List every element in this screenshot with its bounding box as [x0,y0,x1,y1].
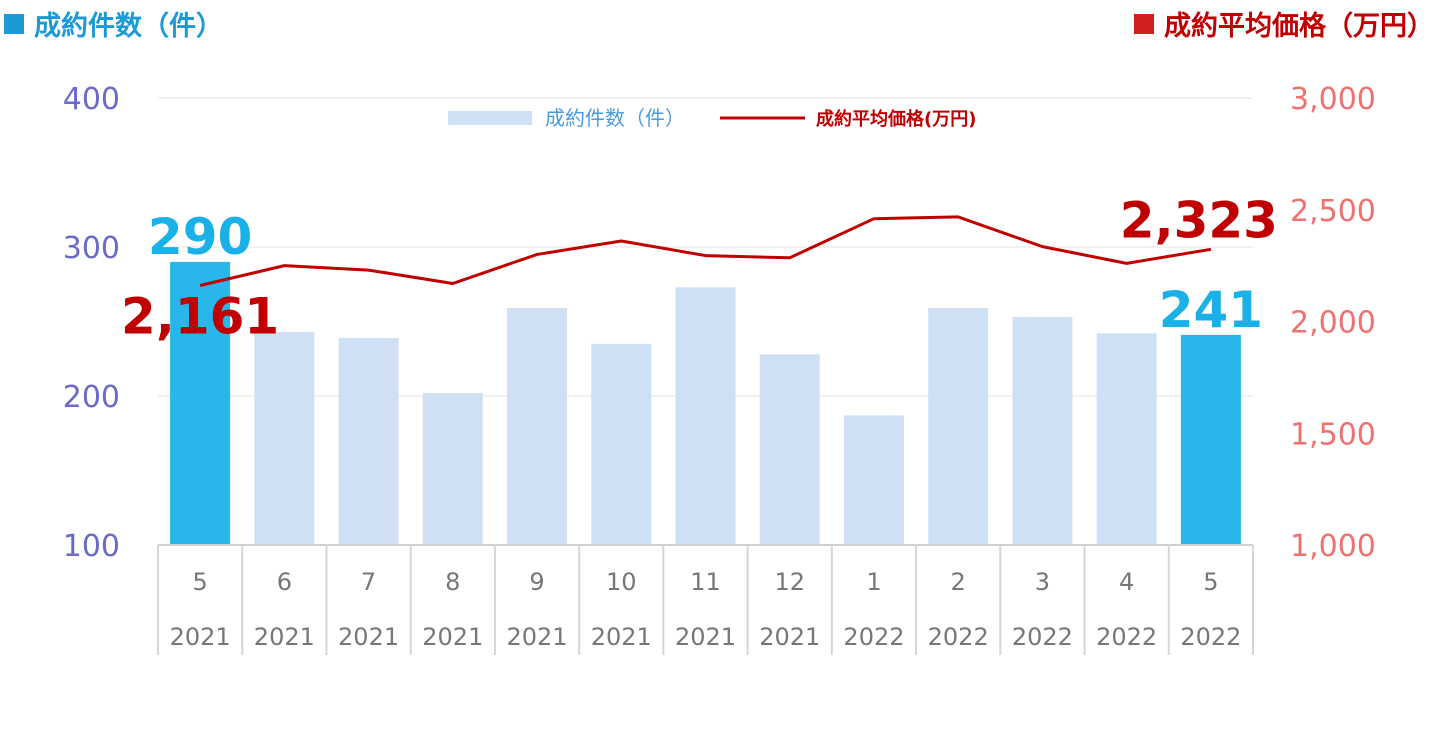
category-year-label: 2022 [843,623,904,651]
legend-bar-swatch [448,111,532,125]
category-year-label: 2021 [759,623,820,651]
bar-7 [759,354,820,545]
data-label: 241 [1159,281,1263,339]
left-tick-label: 300 [63,231,120,266]
legend-line-label: 成約平均価格(万円) [816,108,976,130]
legend-bar-label: 成約件数（件） [545,106,685,130]
bar-0 [170,261,231,545]
right-tick-label: 2,500 [1290,194,1376,229]
category-year-label: 2022 [1096,623,1157,651]
right-tick-label: 2,000 [1290,306,1376,341]
category-month-label: 11 [690,568,721,596]
category-year-label: 2021 [422,623,483,651]
data-label: 290 [148,208,252,266]
category-year-label: 2021 [675,623,736,651]
bar-5 [591,343,652,545]
category-year-label: 2021 [591,623,652,651]
category-year-label: 2021 [338,623,399,651]
category-month-label: 3 [1035,568,1050,596]
left-axis-title-text: 成約件数（件） [34,11,223,42]
blue-square-icon [4,13,24,34]
right-tick-label: 3,000 [1290,82,1376,117]
category-month-label: 12 [774,568,805,596]
bar-4 [507,308,568,545]
category-month-label: 6 [277,568,292,596]
category-month-label: 10 [606,568,637,596]
left-tick-label: 400 [63,82,120,117]
bar-1 [254,331,315,545]
category-year-label: 2021 [506,623,567,651]
right-axis-title-text: 成約平均価格（万円） [1164,11,1434,42]
red-square-icon [1134,13,1154,34]
bar-10 [1012,317,1073,545]
category-month-label: 1 [866,568,881,596]
category-year-label: 2022 [928,623,989,651]
right-axis-title: 成約平均価格（万円） [1134,4,1434,43]
category-month-label: 2 [951,568,966,596]
bar-9 [928,308,989,545]
category-month-label: 5 [1203,568,1218,596]
category-month-label: 9 [529,568,544,596]
category-month-label: 4 [1119,568,1134,596]
left-tick-label: 100 [63,529,120,564]
left-axis-title: 成約件数（件） [4,4,223,43]
bar-8 [843,415,904,545]
category-month-label: 8 [445,568,460,596]
right-tick-label: 1,000 [1290,529,1376,564]
bar-12 [1180,334,1241,545]
price-line [199,215,1212,287]
bar-11 [1096,333,1157,545]
left-tick-label: 200 [63,380,120,415]
category-year-label: 2021 [254,623,315,651]
bar-2 [338,337,399,545]
category-month-label: 5 [192,568,207,596]
category-year-label: 2022 [1180,623,1241,651]
category-year-label: 2022 [1012,623,1073,651]
right-tick-label: 1,500 [1290,417,1376,452]
category-month-label: 7 [361,568,376,596]
bar-6 [675,287,736,545]
category-year-label: 2021 [170,623,231,651]
data-label: 2,323 [1120,191,1278,249]
bar-3 [422,393,483,545]
data-label: 2,161 [121,288,279,346]
